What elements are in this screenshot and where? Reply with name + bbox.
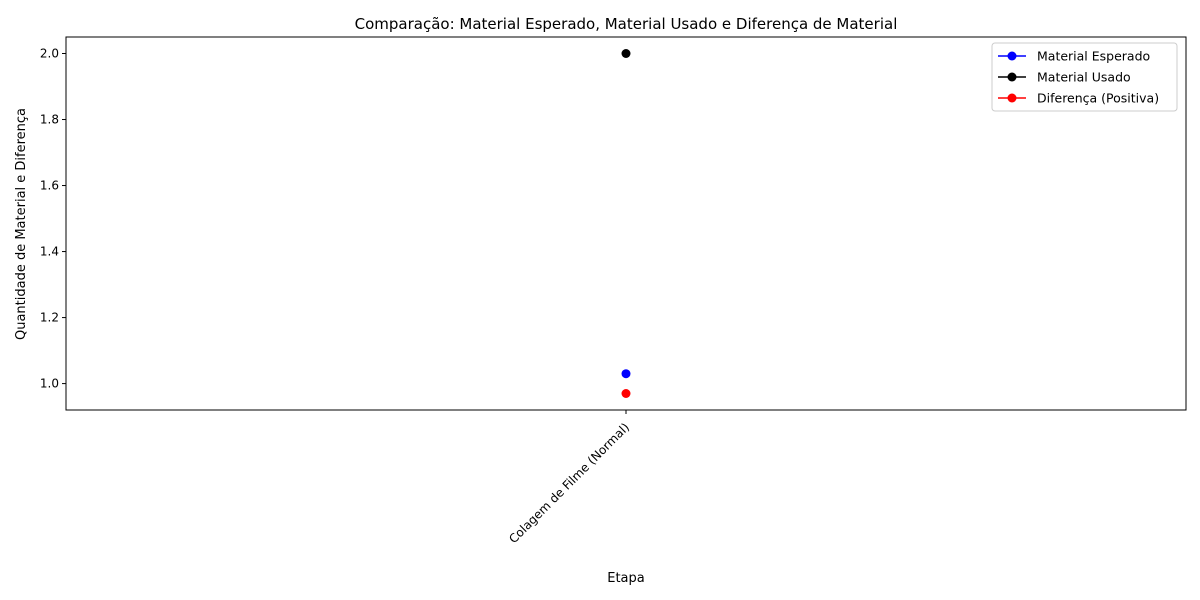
y-tick-label: 1.4 [40,245,59,259]
legend: Material Esperado Material Usado Diferença… [991,42,1178,112]
y-axis-label: Quantidade de Material e Diferença [14,108,29,340]
y-tick-label: 1.8 [40,113,59,127]
x-axis-label: Etapa [607,571,645,586]
series-layer [621,49,631,398]
legend-label: Material Esperado [1037,49,1150,64]
y-tick-label: 1.2 [40,311,59,325]
legend-marker [1007,72,1017,82]
legend-marker [1007,51,1017,61]
y-tick-label: 1.6 [40,179,59,193]
legend-frame [991,42,1178,112]
legend-label: Material Usado [1037,70,1131,85]
series-2 [621,49,631,59]
y-tick-label: 2.0 [40,47,59,61]
data-point [621,369,631,379]
data-point [621,49,631,59]
chart-title: Comparação: Material Esperado, Material … [355,15,898,33]
x-tick-label: Colagem de Filme (Normal) [506,420,632,546]
y-tick-label: 1.0 [40,377,59,391]
legend-item: Diferença (Positiva) [998,91,1159,106]
legend-item: Material Usado [998,70,1131,85]
series-1 [621,369,631,379]
legend-marker [1007,93,1017,103]
data-point [621,388,631,398]
x-axis: Colagem de Filme (Normal) [506,410,632,546]
legend-item: Material Esperado [998,49,1150,64]
legend-label: Diferença (Positiva) [1037,91,1159,106]
y-axis: 1.0 1.2 1.4 1.6 1.8 2.0 [40,47,66,391]
series-3 [621,388,631,398]
